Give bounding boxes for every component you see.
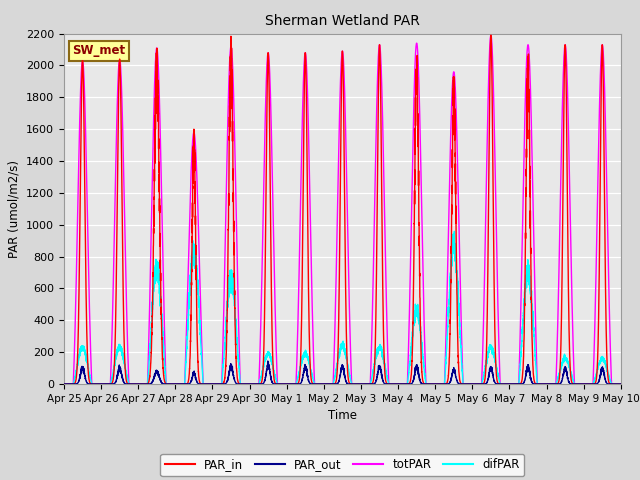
Title: Sherman Wetland PAR: Sherman Wetland PAR: [265, 14, 420, 28]
difPAR: [594, 367, 602, 372]
difPAR: [483, 361, 491, 367]
totPAR: [487, 32, 495, 38]
totPAR: [617, 381, 625, 387]
difPAR: [60, 381, 68, 387]
Line: difPAR: difPAR: [64, 231, 621, 384]
PAR_in: [60, 381, 68, 387]
difPAR: [467, 381, 475, 387]
PAR_in: [483, 340, 490, 346]
Line: PAR_in: PAR_in: [64, 35, 621, 384]
totPAR: [250, 381, 257, 387]
PAR_out: [617, 381, 625, 387]
Line: PAR_out: PAR_out: [64, 361, 621, 384]
PAR_in: [587, 381, 595, 387]
totPAR: [483, 164, 490, 170]
PAR_in: [594, 361, 602, 367]
PAR_out: [483, 380, 491, 385]
PAR_out: [467, 381, 475, 387]
PAR_out: [250, 381, 257, 387]
difPAR: [324, 381, 332, 387]
PAR_out: [60, 381, 68, 387]
Line: totPAR: totPAR: [64, 35, 621, 384]
PAR_in: [467, 381, 475, 387]
totPAR: [594, 201, 602, 207]
PAR_in: [487, 32, 495, 38]
PAR_in: [324, 381, 332, 387]
PAR_out: [587, 381, 595, 387]
Legend: PAR_in, PAR_out, totPAR, difPAR: PAR_in, PAR_out, totPAR, difPAR: [161, 454, 524, 476]
difPAR: [451, 228, 458, 234]
difPAR: [250, 381, 257, 387]
totPAR: [467, 381, 475, 387]
totPAR: [324, 381, 332, 387]
Y-axis label: PAR (umol/m2/s): PAR (umol/m2/s): [8, 160, 20, 258]
PAR_in: [250, 381, 257, 387]
PAR_out: [324, 381, 332, 387]
totPAR: [60, 381, 68, 387]
Text: SW_met: SW_met: [72, 44, 125, 57]
PAR_in: [617, 381, 625, 387]
totPAR: [587, 381, 595, 387]
PAR_out: [264, 358, 271, 364]
X-axis label: Time: Time: [328, 409, 357, 422]
difPAR: [617, 381, 625, 387]
difPAR: [587, 381, 595, 387]
PAR_out: [594, 381, 602, 386]
